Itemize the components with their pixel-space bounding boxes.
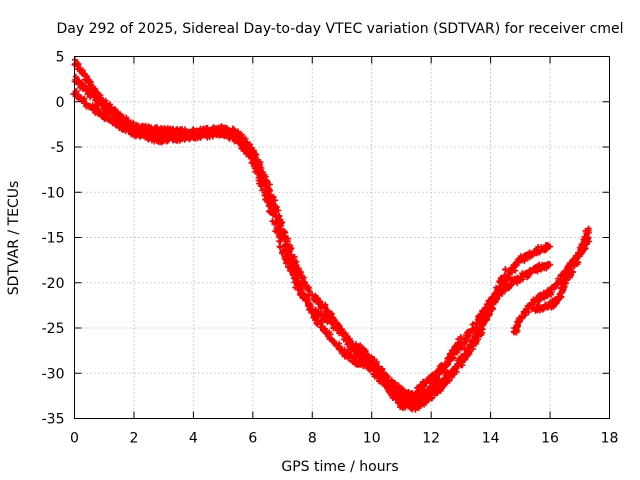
data-point <box>262 191 269 198</box>
x-tick-label: 18 <box>601 431 619 447</box>
data-point <box>83 85 90 92</box>
y-tick-label: -35 <box>42 412 65 428</box>
x-axis-label: GPS time / hours <box>281 459 398 475</box>
x-tick-label: 14 <box>482 431 500 447</box>
y-tick-label: -10 <box>42 185 65 201</box>
tick-marks <box>74 56 610 419</box>
data-point <box>266 181 273 188</box>
data-point <box>259 171 266 178</box>
y-tick-label: 0 <box>56 95 65 111</box>
data-point <box>153 123 160 130</box>
data-point <box>547 261 554 268</box>
x-tick-label: 6 <box>248 431 257 447</box>
data-point <box>585 234 592 241</box>
data-point <box>514 280 521 287</box>
data-point <box>469 345 476 352</box>
y-tick-label: -25 <box>42 321 65 337</box>
data-point <box>475 331 482 338</box>
x-tick-label: 2 <box>129 431 138 447</box>
data-point <box>350 355 357 362</box>
series-track-5 <box>414 260 554 397</box>
data-point <box>383 382 390 389</box>
data-point <box>429 394 436 401</box>
data-point <box>492 294 499 301</box>
data-point <box>559 284 566 291</box>
series-track-1 <box>71 56 375 373</box>
y-tick-label: -15 <box>42 231 65 247</box>
x-tick-label: 12 <box>422 431 440 447</box>
data-point <box>421 383 428 390</box>
data-point <box>306 288 313 295</box>
data-point <box>276 238 283 245</box>
data-point <box>193 133 200 140</box>
data-point <box>290 258 297 265</box>
data-point <box>321 303 328 310</box>
x-tick-label: 10 <box>363 431 381 447</box>
x-tick-label: 0 <box>70 431 79 447</box>
data-point <box>287 245 294 252</box>
data-point <box>575 259 582 266</box>
data-point <box>254 170 261 177</box>
y-tick-labels: 5 0 -5 -10 -15 -20 -25 -30 -35 <box>42 50 65 428</box>
data-points <box>70 56 593 413</box>
y-tick-label: 5 <box>56 50 65 66</box>
data-point <box>444 360 451 367</box>
data-point <box>271 205 278 212</box>
data-point <box>570 269 577 276</box>
data-point <box>484 316 491 323</box>
data-point <box>582 245 589 252</box>
data-point <box>480 320 487 327</box>
data-point <box>117 120 124 127</box>
data-point <box>476 315 483 322</box>
data-point <box>274 229 281 236</box>
series-track-7 <box>531 234 593 314</box>
data-point <box>163 138 170 145</box>
data-point <box>547 243 554 250</box>
data-point <box>279 248 286 255</box>
y-tick-label: -20 <box>42 276 65 292</box>
x-tick-label: 8 <box>308 431 317 447</box>
data-point <box>507 281 514 288</box>
y-axis-label: SDTVAR / TECUs <box>6 181 22 296</box>
data-point <box>295 265 302 272</box>
data-point <box>295 284 302 291</box>
data-point <box>429 372 436 379</box>
series-track-2 <box>71 73 464 407</box>
data-point <box>424 396 431 403</box>
y-tick-label: -30 <box>42 366 65 382</box>
grid-lines <box>74 56 610 419</box>
series-track-3 <box>70 88 509 413</box>
data-point <box>585 225 592 232</box>
data-point <box>280 235 287 242</box>
data-point <box>341 353 348 360</box>
data-point <box>562 280 569 287</box>
data-point <box>242 135 249 142</box>
data-point <box>473 320 480 327</box>
chart-title: Day 292 of 2025, Sidereal Day-to-day VTE… <box>56 21 623 37</box>
data-point <box>292 276 299 283</box>
data-point <box>78 81 85 88</box>
x-tick-labels: 0 2 4 6 8 10 12 14 16 18 <box>70 431 618 447</box>
data-point <box>363 350 370 357</box>
y-tick-label: -5 <box>51 140 65 156</box>
data-point <box>480 311 487 318</box>
x-tick-label: 4 <box>189 431 198 447</box>
data-point <box>93 92 100 99</box>
data-point <box>491 295 498 302</box>
x-tick-label: 16 <box>541 431 559 447</box>
data-point <box>271 221 278 228</box>
data-point <box>237 140 244 147</box>
data-point <box>500 279 507 286</box>
data-point <box>287 267 294 274</box>
data-point <box>269 211 276 218</box>
data-point <box>519 276 526 283</box>
